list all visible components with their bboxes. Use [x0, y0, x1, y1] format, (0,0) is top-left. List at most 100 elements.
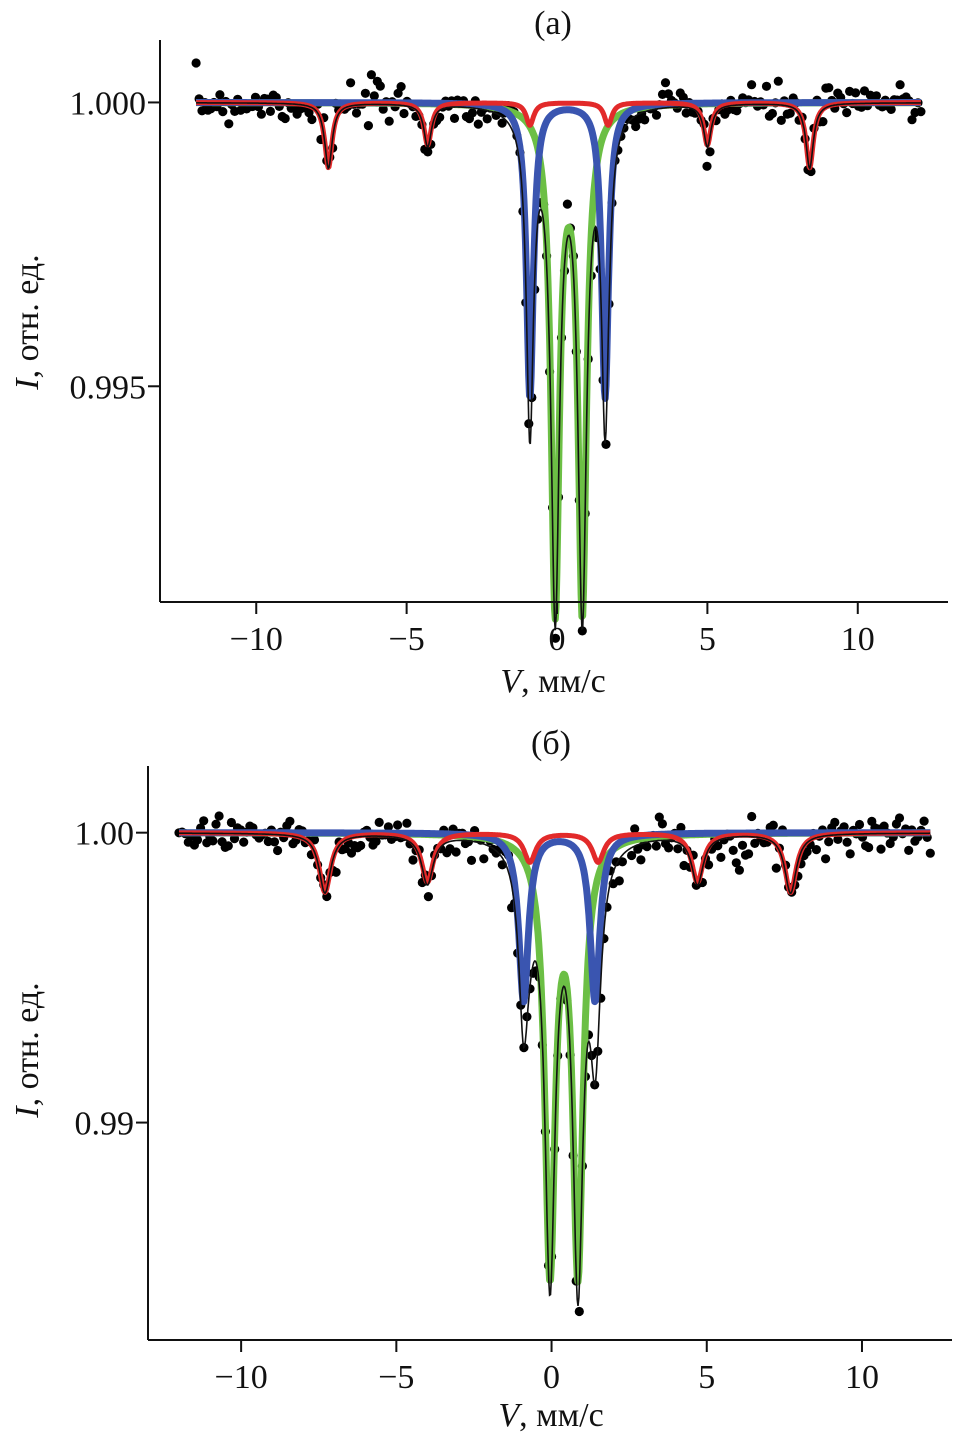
panel-b-x-tick-label: −10 [215, 1359, 268, 1396]
panel-a-data-point [886, 104, 896, 114]
panel-a-data-point [767, 108, 778, 119]
panel-a-green-doublet-curve [193, 99, 924, 623]
panel-b-data-point [879, 821, 889, 831]
panel-a-x-tick-label: −5 [389, 621, 425, 658]
panel-b-x-tick-label: −5 [378, 1359, 414, 1396]
panel-b-data-point [211, 819, 221, 829]
panel-b-green-doublet-curve [176, 829, 933, 1286]
panel-b-data-point [728, 845, 738, 856]
panel-b-title: (б) [531, 725, 571, 762]
panel-b-y-axis-title: I, отн. ед. [9, 982, 46, 1118]
panel-a-data-point [363, 121, 373, 131]
panel-a-ticks: −10 −5 0 5 10 0.995 1.000 [70, 85, 875, 658]
panel-b-data-point [374, 817, 384, 828]
panel-a-data-point [366, 70, 376, 80]
panel-b-data-point [636, 855, 646, 865]
panel-b-data-point [657, 819, 668, 829]
panel-b-data-point [192, 835, 203, 845]
panel-b-data-point [894, 813, 905, 823]
panel-a-data-point [705, 147, 715, 157]
panel-a-data-point [482, 114, 492, 124]
panel-a-data-point [761, 81, 772, 91]
panel-b-data-point [346, 848, 357, 858]
panel-a-data-point [449, 113, 460, 123]
panel-b-data-point [673, 844, 683, 854]
panel-a-data-point [907, 115, 917, 125]
panel-a-x-tick-label: −10 [230, 621, 283, 658]
panel-a-blue-doublet-curve [193, 99, 924, 402]
panel-a-data-point [678, 92, 688, 102]
panel-b-plot [174, 811, 935, 1317]
panel-a-title: (a) [534, 5, 572, 42]
panel-a-data-point [916, 107, 926, 117]
panel-b-data-point [737, 840, 748, 850]
panel-a-data-point [851, 88, 861, 98]
panel-a-data-point [218, 107, 228, 117]
panel-b-data-point [408, 855, 418, 865]
panel-a-data-point [265, 106, 275, 116]
panel-b-data-point [273, 845, 283, 856]
panel-a-data-point [191, 58, 201, 68]
panel-b-data-point [466, 855, 477, 866]
panel-a-y-tick-label: 1.000 [70, 85, 147, 122]
panel-a-data-point [871, 91, 882, 101]
panel-b-data-point [451, 847, 461, 857]
panel-b-xlabel-unit: , мм/с [519, 1397, 604, 1434]
panel-a-data-point [369, 91, 379, 101]
panel-b-data-point [285, 816, 295, 826]
panel-b-data-point [331, 867, 341, 877]
panel-a-y-axis-title: I, отн. ед. [9, 254, 46, 390]
panel-b-data-point [642, 842, 652, 852]
panel-b-data-point [617, 857, 628, 867]
panel-b-data-point [716, 852, 726, 863]
panel-b-data-point [614, 876, 624, 886]
panel-a-data-point [895, 80, 905, 90]
panel-b-ylabel-unit: , отн. ед. [9, 982, 46, 1106]
panel-b-data-point [824, 837, 834, 847]
panel-b-data-point [383, 822, 393, 832]
panel-b-x-tick-label: 10 [845, 1359, 879, 1396]
panel-b-data-point [239, 837, 249, 847]
panel-b-data-point [744, 849, 754, 859]
panel-a-data-point [702, 161, 712, 171]
panel-b-data-point [664, 843, 674, 853]
panel-a-data-point [467, 108, 477, 118]
panel-a-data-point [399, 108, 409, 119]
panel-a-data-point [577, 626, 587, 636]
panel-b-data-point [768, 820, 778, 830]
panel-b-data-point [713, 841, 723, 851]
panel-b-data-point [845, 849, 855, 859]
panel-a-data-point [280, 113, 290, 124]
panel-b-data-point [925, 848, 935, 858]
panel-b-data-point [802, 847, 812, 857]
panel-b-data-point [223, 841, 233, 851]
panel-b-data-point [269, 837, 280, 847]
panel-b-y-tick-label: 0.99 [75, 1106, 135, 1143]
panel-b-data-point [356, 840, 366, 851]
panel-b-data-point [630, 824, 640, 834]
panel-b-data-point [734, 865, 745, 875]
panel-a-x-axis-title: V, мм/с [500, 663, 605, 700]
panel-b-ticks: −10 −5 0 5 10 0.99 1.00 [75, 816, 879, 1396]
panel-b-data-point [864, 842, 874, 853]
panel-b-data-point [833, 834, 843, 845]
panel-a-data-point [550, 633, 561, 643]
panel-a-x-tick-label: 5 [699, 621, 716, 658]
panel-b-data-point [839, 822, 849, 832]
panel-a-data-point [818, 117, 828, 127]
panel-a-data-point [660, 78, 671, 88]
panel-b-data-point [771, 863, 781, 873]
panel-a-data-point [601, 439, 611, 449]
panel-a-data-point [842, 108, 852, 118]
panel-a-data-point [351, 108, 362, 118]
panel-b-data-point [842, 837, 852, 847]
panel-b-data-point [199, 816, 209, 826]
panel-b-blue-doublet-curve [176, 829, 933, 1006]
panel-b-data-point [208, 836, 218, 846]
panel-b-data-point [676, 822, 686, 833]
panel-a-data-point [773, 76, 783, 86]
panel-a-x-tick-label: 10 [841, 621, 875, 658]
panel-b-data-point [371, 836, 381, 847]
panel-b-total-fit-curve [179, 832, 931, 1306]
